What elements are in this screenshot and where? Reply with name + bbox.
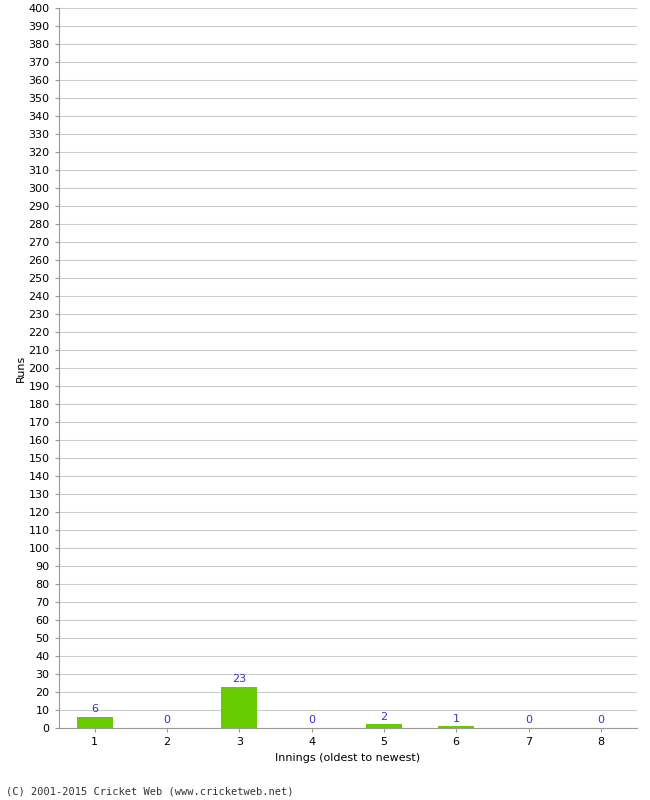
Text: 0: 0	[308, 715, 315, 726]
Text: 0: 0	[525, 715, 532, 726]
X-axis label: Innings (oldest to newest): Innings (oldest to newest)	[275, 753, 421, 762]
Bar	[221, 686, 257, 728]
Bar	[438, 726, 474, 728]
Y-axis label: Runs: Runs	[16, 354, 25, 382]
Text: 23: 23	[232, 674, 246, 684]
Bar	[77, 718, 112, 728]
Text: 6: 6	[91, 705, 98, 714]
Text: 1: 1	[452, 714, 460, 723]
Text: 0: 0	[597, 715, 604, 726]
Text: 0: 0	[163, 715, 170, 726]
Bar	[366, 725, 402, 728]
Text: 2: 2	[380, 712, 387, 722]
Text: (C) 2001-2015 Cricket Web (www.cricketweb.net): (C) 2001-2015 Cricket Web (www.cricketwe…	[6, 786, 294, 796]
